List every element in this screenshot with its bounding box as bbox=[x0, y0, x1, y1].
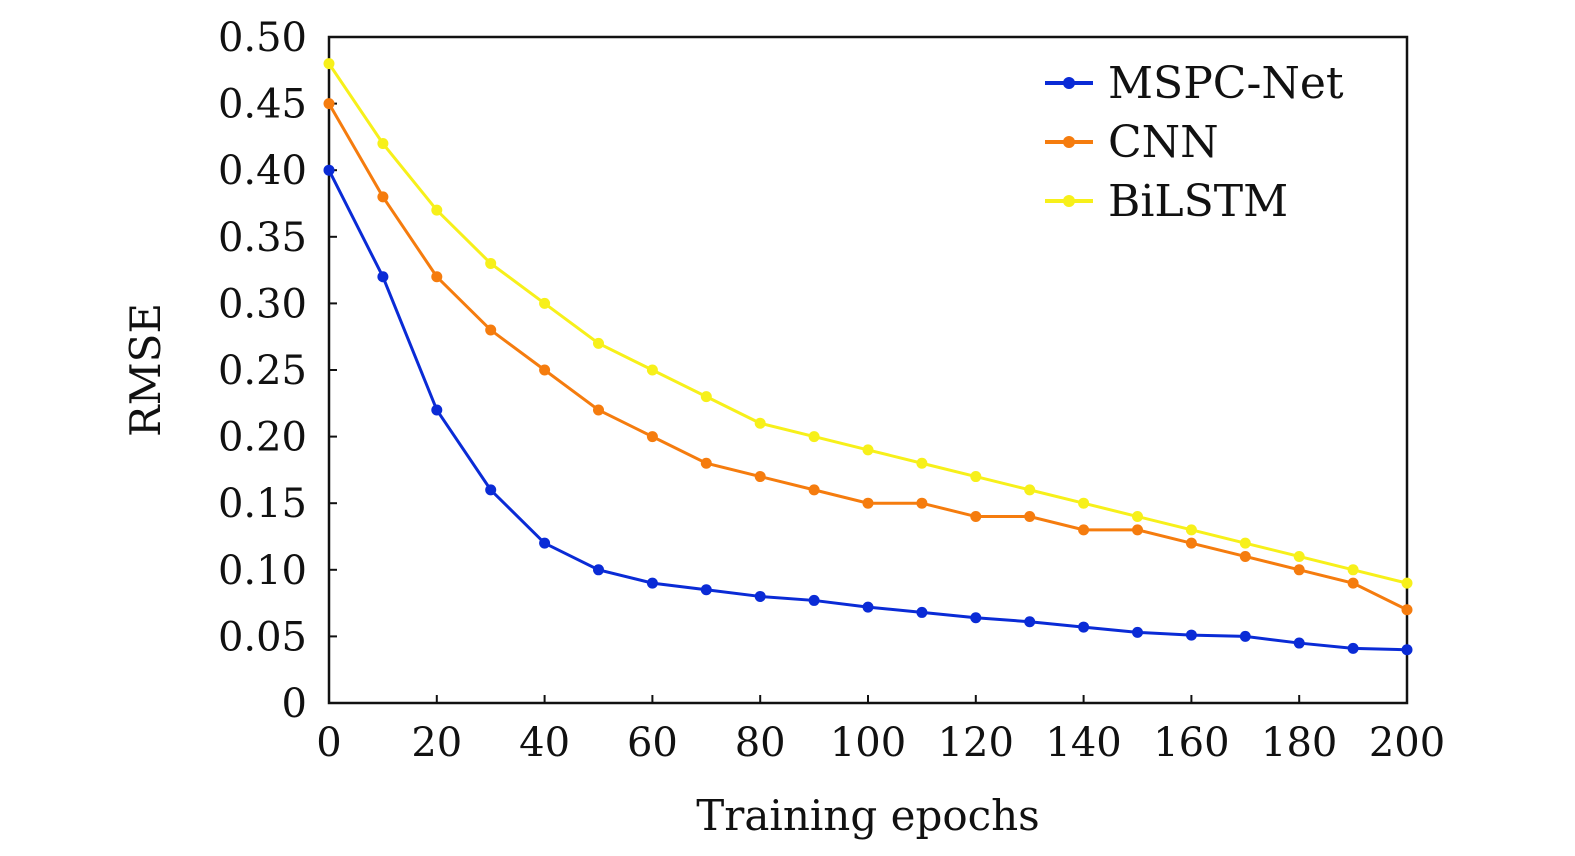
data-point-mspc-net bbox=[646, 577, 658, 589]
y-tick-label: 0.10 bbox=[218, 548, 307, 594]
data-point-bilstm bbox=[431, 204, 443, 216]
data-point-cnn bbox=[323, 98, 335, 110]
data-point-mspc-net bbox=[754, 590, 766, 602]
data-point-bilstm bbox=[700, 391, 712, 403]
y-tick-label: 0.50 bbox=[218, 15, 307, 61]
data-point-mspc-net bbox=[485, 484, 497, 496]
data-point-cnn bbox=[593, 404, 604, 416]
data-point-mspc-net bbox=[808, 594, 820, 606]
data-point-mspc-net bbox=[593, 564, 604, 576]
x-tick-label: 0 bbox=[316, 720, 341, 766]
data-point-mspc-net bbox=[1293, 637, 1305, 649]
data-point-cnn bbox=[700, 457, 712, 469]
data-point-bilstm bbox=[1401, 577, 1413, 589]
data-point-cnn bbox=[431, 271, 443, 283]
data-point-mspc-net bbox=[1132, 626, 1143, 638]
data-point-bilstm bbox=[862, 444, 874, 456]
x-tick-label: 40 bbox=[519, 720, 570, 766]
data-point-mspc-net bbox=[431, 404, 443, 416]
data-point-cnn bbox=[377, 191, 389, 203]
plot-area: 0 20 40 60 80 100 120 140 160 180 200 0 0.05 0.10 0.15… bbox=[218, 15, 1445, 766]
x-axis-label: Training epochs bbox=[696, 791, 1040, 840]
data-point-mspc-net bbox=[1347, 642, 1359, 654]
data-point-bilstm bbox=[970, 471, 982, 483]
data-point-bilstm bbox=[916, 457, 928, 469]
y-tick-label: 0.25 bbox=[218, 348, 307, 394]
y-tick-label: 0 bbox=[282, 681, 307, 727]
data-point-bilstm bbox=[754, 417, 766, 429]
x-tick-label: 100 bbox=[830, 720, 906, 766]
x-tick-label: 200 bbox=[1369, 720, 1445, 766]
data-point-mspc-net bbox=[1239, 630, 1251, 642]
data-point-bilstm bbox=[646, 364, 658, 376]
data-point-mspc-net bbox=[1078, 621, 1090, 633]
data-point-cnn bbox=[754, 471, 766, 483]
data-point-mspc-net bbox=[323, 164, 335, 176]
data-point-mspc-net bbox=[700, 584, 712, 596]
y-tick-label: 0.45 bbox=[218, 82, 307, 128]
y-tick-label: 0.40 bbox=[218, 148, 307, 194]
legend-marker-bilstm bbox=[1063, 195, 1075, 207]
data-point-bilstm bbox=[1239, 537, 1251, 549]
data-point-cnn bbox=[916, 497, 928, 509]
data-point-cnn bbox=[1024, 511, 1036, 523]
series-line-mspc-net bbox=[327, 169, 1408, 652]
data-point-bilstm bbox=[1293, 550, 1305, 562]
data-point-bilstm bbox=[539, 297, 551, 309]
data-point-mspc-net bbox=[1024, 616, 1036, 628]
data-point-bilstm bbox=[1132, 511, 1143, 523]
data-point-cnn bbox=[539, 364, 551, 376]
data-point-bilstm bbox=[1185, 524, 1197, 536]
data-point-cnn bbox=[808, 484, 820, 496]
x-tick-label: 60 bbox=[627, 720, 678, 766]
y-tick-label: 0.05 bbox=[218, 614, 307, 660]
data-point-bilstm bbox=[1024, 484, 1036, 496]
legend-marker-cnn bbox=[1063, 136, 1075, 148]
x-tick-label: 80 bbox=[735, 720, 786, 766]
data-point-cnn bbox=[970, 511, 982, 523]
data-point-cnn bbox=[1239, 550, 1251, 562]
y-axis-label: RMSE bbox=[121, 303, 170, 437]
data-point-mspc-net bbox=[377, 271, 389, 283]
legend-label-bilstm: BiLSTM bbox=[1108, 176, 1288, 227]
x-tick-label: 20 bbox=[411, 720, 462, 766]
data-point-mspc-net bbox=[862, 601, 874, 613]
y-tick-label: 0.20 bbox=[218, 415, 307, 461]
data-point-cnn bbox=[646, 431, 658, 443]
data-point-cnn bbox=[1185, 537, 1197, 549]
legend-label-cnn: CNN bbox=[1108, 117, 1219, 168]
y-tick-label: 0.30 bbox=[218, 281, 307, 327]
data-point-cnn bbox=[485, 324, 497, 336]
y-tick-label: 0.15 bbox=[218, 481, 307, 527]
data-point-bilstm bbox=[485, 257, 497, 269]
data-point-cnn bbox=[1347, 577, 1359, 589]
data-point-cnn bbox=[1132, 524, 1143, 536]
data-point-bilstm bbox=[593, 337, 604, 349]
legend-marker-mspc-net bbox=[1063, 77, 1075, 89]
x-tick-label: 120 bbox=[938, 720, 1014, 766]
data-point-cnn bbox=[1078, 524, 1090, 536]
data-point-bilstm bbox=[323, 58, 335, 70]
x-tick-label: 180 bbox=[1261, 720, 1337, 766]
data-point-bilstm bbox=[377, 138, 389, 150]
data-point-mspc-net bbox=[1185, 629, 1197, 641]
x-tick-label: 140 bbox=[1045, 720, 1121, 766]
data-point-cnn bbox=[862, 497, 874, 509]
data-point-mspc-net bbox=[1401, 644, 1413, 656]
data-point-bilstm bbox=[1347, 564, 1359, 576]
data-point-mspc-net bbox=[970, 612, 982, 624]
data-point-bilstm bbox=[808, 431, 820, 443]
y-tick-label: 0.35 bbox=[218, 215, 307, 261]
data-point-cnn bbox=[1293, 564, 1305, 576]
x-tick-label: 160 bbox=[1153, 720, 1229, 766]
data-point-mspc-net bbox=[916, 606, 928, 618]
data-point-mspc-net bbox=[539, 537, 551, 549]
legend-label-mspc-net: MSPC-Net bbox=[1108, 58, 1344, 109]
data-point-bilstm bbox=[1078, 497, 1090, 509]
data-point-cnn bbox=[1401, 604, 1413, 616]
